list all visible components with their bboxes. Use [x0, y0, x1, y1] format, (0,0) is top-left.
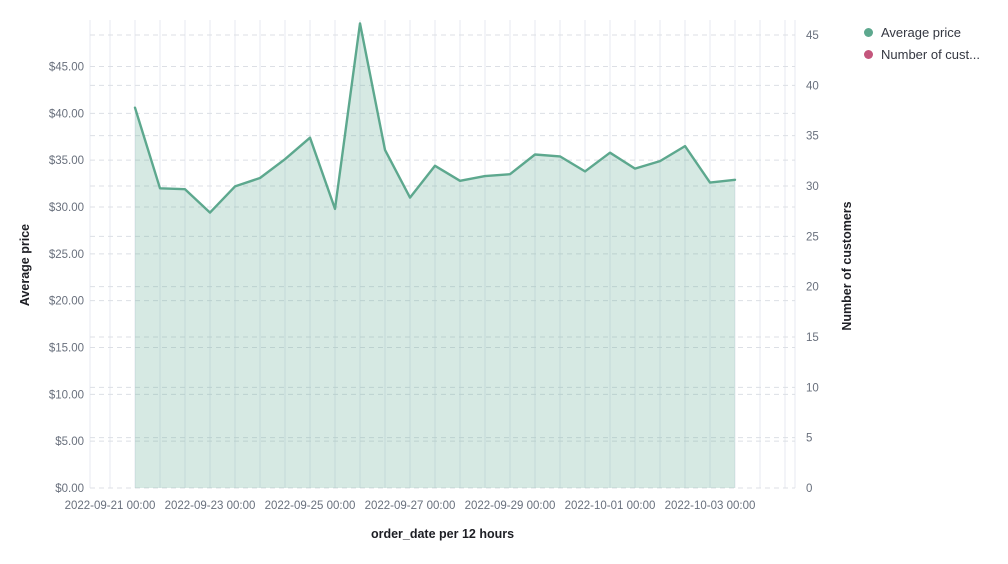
y-right-tick-label: 5 — [806, 433, 812, 445]
x-tick-label: 2022-09-29 00:00 — [465, 500, 556, 512]
series-dot-icon — [864, 50, 873, 59]
x-tick-label: 2022-09-21 00:00 — [65, 500, 156, 512]
y-left-tick-label: $30.00 — [49, 202, 84, 214]
y-axis-title-left: Average price — [18, 223, 32, 307]
area-fill-average-price — [135, 23, 735, 489]
x-tick-label: 2022-10-01 00:00 — [565, 500, 656, 512]
y-right-tick-label: 25 — [806, 231, 819, 243]
y-left-tick-label: $0.00 — [55, 483, 84, 495]
y-right-tick-label: 15 — [806, 332, 819, 344]
y-right-tick-label: 30 — [806, 181, 819, 193]
y-left-tick-label: $40.00 — [49, 108, 84, 120]
y-right-tick-label: 40 — [806, 80, 819, 92]
line-average-price — [133, 22, 737, 214]
legend-item-number-of-customers[interactable]: Number of cust... — [864, 47, 980, 62]
y-left-tick-label: $25.00 — [49, 249, 84, 261]
y-right-tick-label: 10 — [806, 382, 819, 394]
legend-label: Average price — [881, 25, 961, 40]
y-left-tick-label: $20.00 — [49, 296, 84, 308]
x-tick-label: 2022-09-27 00:00 — [365, 500, 456, 512]
series-dot-icon — [864, 28, 873, 37]
x-tick-label: 2022-09-23 00:00 — [165, 500, 256, 512]
y-right-tick-label: 45 — [806, 30, 819, 42]
legend-label: Number of cust... — [881, 47, 980, 62]
y-left-tick-label: $15.00 — [49, 343, 84, 355]
y-right-tick-label: 0 — [806, 483, 812, 495]
y-left-tick-label: $10.00 — [49, 389, 84, 401]
y-right-tick-label: 20 — [806, 282, 819, 294]
y-left-tick-label: $5.00 — [55, 436, 84, 448]
y-right-tick-label: 35 — [806, 131, 819, 143]
y-left-tick-label: $35.00 — [49, 155, 84, 167]
x-tick-label: 2022-10-03 00:00 — [665, 500, 756, 512]
x-tick-label: 2022-09-25 00:00 — [265, 500, 356, 512]
legend-item-average-price[interactable]: Average price — [864, 25, 980, 40]
y-axis-title-right: Number of customers — [840, 201, 854, 331]
y-left-tick-label: $45.00 — [49, 62, 84, 74]
x-axis-title: order_date per 12 hours — [370, 527, 515, 541]
legend: Average price Number of cust... — [864, 25, 980, 62]
